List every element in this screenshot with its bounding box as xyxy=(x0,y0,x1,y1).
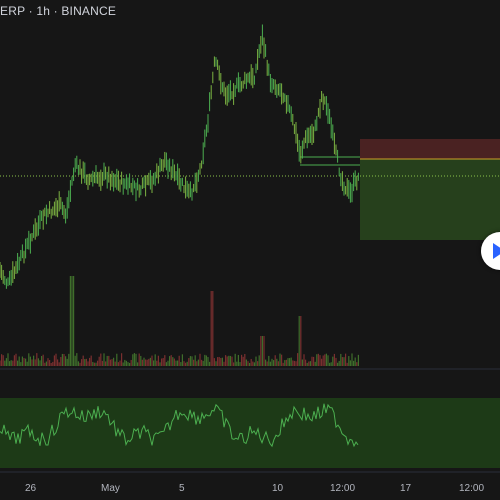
time-label-5: 5 xyxy=(179,483,185,494)
candlestick-series xyxy=(0,24,359,289)
time-label-17: 17 xyxy=(400,483,412,494)
time-label-26: 26 xyxy=(25,483,37,494)
time-label-10: 10 xyxy=(272,483,284,494)
volume-series xyxy=(0,276,359,366)
oscillator-band xyxy=(0,398,500,468)
replay-play-button[interactable] xyxy=(481,232,500,270)
target-zone[interactable] xyxy=(360,159,500,240)
play-icon xyxy=(493,243,500,259)
time-label-1200-a: 12:00 xyxy=(330,483,356,494)
time-label-may: May xyxy=(101,483,120,494)
stop-zone[interactable] xyxy=(360,139,500,159)
symbol-title[interactable]: ERP · 1h · BINANCE xyxy=(0,4,117,18)
oscillator-line xyxy=(0,403,359,448)
time-label-1200-b: 12:00 xyxy=(459,483,485,494)
